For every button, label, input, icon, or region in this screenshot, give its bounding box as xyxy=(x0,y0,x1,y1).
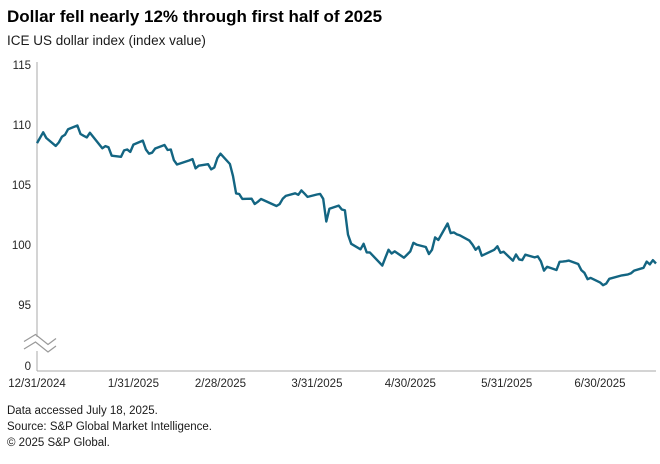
x-tick-label: 5/31/2025 xyxy=(481,378,532,390)
y-tick-label: 115 xyxy=(13,60,31,72)
y-tick-label: 105 xyxy=(12,180,31,192)
x-tick-label: 6/30/2025 xyxy=(574,378,625,390)
chart-title: Dollar fell nearly 12% through first hal… xyxy=(7,7,383,26)
x-axis-tick-labels: 12/31/2024 1/31/2025 2/28/2025 3/31/2025 4/3… xyxy=(8,378,625,390)
axis-break-icon xyxy=(23,333,57,346)
y-tick-label: 95 xyxy=(18,300,31,312)
y-tick-label: 110 xyxy=(13,120,31,132)
y-tick-label: 100 xyxy=(12,240,31,252)
x-tick-label: 1/31/2025 xyxy=(108,378,159,390)
line-chart: 115 110 105 100 95 0 12/31/2024 1/31/2025 2/28/… xyxy=(8,60,657,390)
footer-copyright: © 2025 S&P Global. xyxy=(7,437,110,449)
footer-source: Source: S&P Global Market Intelligence. xyxy=(7,421,212,433)
y-base-label: 0 xyxy=(25,361,31,373)
chart-footer: Data accessed July 18, 2025. Source: S&P… xyxy=(7,403,212,451)
x-tick-label: 2/28/2025 xyxy=(195,378,246,390)
chart-subtitle: ICE US dollar index (index value) xyxy=(7,33,206,48)
dxy-series-line xyxy=(35,124,657,287)
footer-accessed: Data accessed July 18, 2025. xyxy=(7,405,158,417)
y-axis-tick-labels: 115 110 105 100 95 0 xyxy=(12,60,31,373)
x-tick-label: 12/31/2024 xyxy=(8,378,66,390)
axis-break-icon xyxy=(23,341,57,353)
x-tick-label: 3/31/2025 xyxy=(291,378,342,390)
x-tick-label: 4/30/2025 xyxy=(385,378,436,390)
